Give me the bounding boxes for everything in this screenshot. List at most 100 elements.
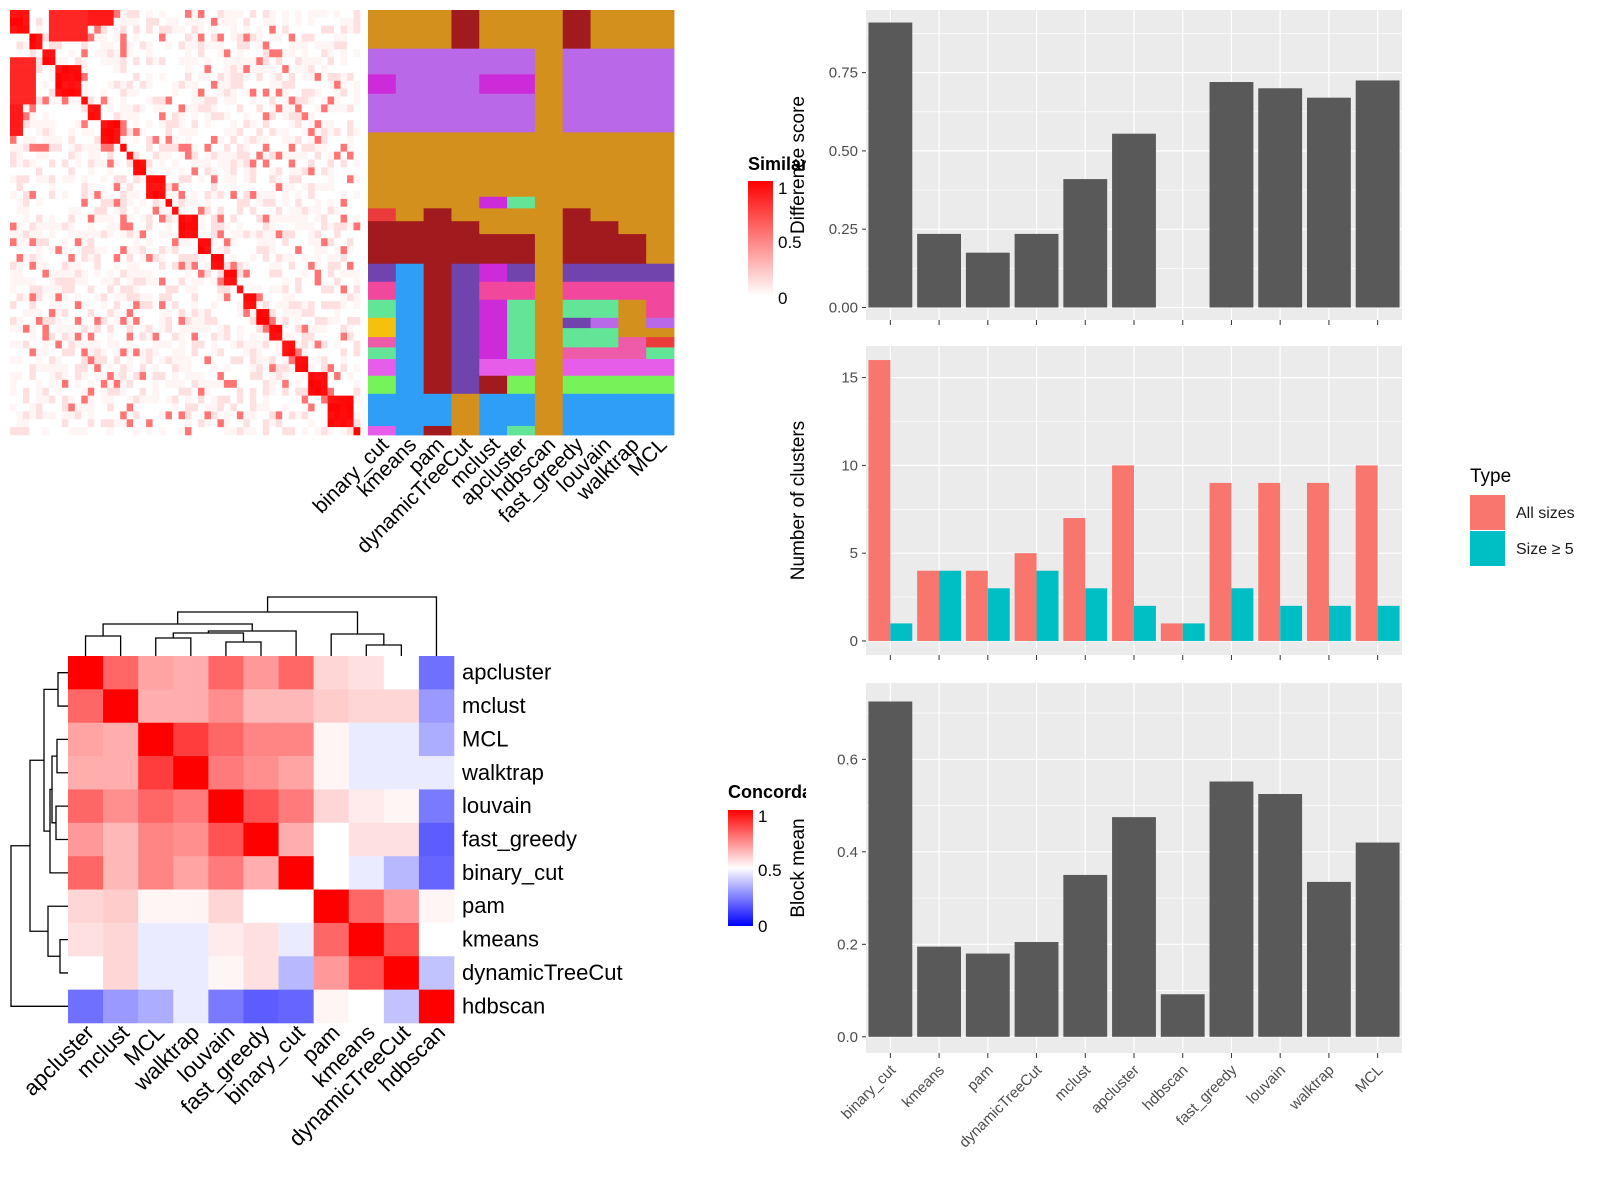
similarity-cell [249,427,257,436]
similarity-cell [301,395,309,404]
similarity-cell [314,379,322,389]
similarity-cell [295,10,302,19]
similarity-cell [87,419,95,428]
similarity-cell [262,222,270,231]
similarity-cell [217,128,225,137]
similarity-cell [334,348,341,357]
similarity-cell [185,120,192,129]
similarity-cell [165,128,173,137]
similarity-cell [87,427,95,436]
similarity-cell [22,167,30,176]
similarity-cell [10,104,17,113]
similarity-cell [275,33,283,42]
membership-cell [618,74,647,95]
membership-cell [646,93,675,133]
similarity-cell [340,411,348,420]
membership-cell [423,221,452,235]
similarity-cell [159,65,166,74]
similarity-cell [288,143,296,152]
similarity-cell [197,41,205,50]
similarity-cell [347,80,354,89]
similarity-cell [55,151,63,160]
similarity-cell [295,372,302,381]
similarity-cell [22,324,30,333]
similarity-cell [321,88,328,97]
similarity-cell [204,198,212,208]
similarity-cell [347,309,354,318]
similarity-cell [139,222,147,231]
similarity-cell [133,17,140,27]
similarity-cell [100,285,108,294]
similarity-cell [74,112,82,121]
similarity-cell [55,214,63,223]
similarity-cell [178,167,186,176]
similarity-cell [321,261,328,271]
similarity-cell [126,332,134,341]
similarity-cell [35,112,43,121]
similarity-cell [42,206,50,215]
similarity-cell [42,151,50,160]
similarity-cell [249,293,257,302]
membership-cell [618,263,647,283]
similarity-cell [133,128,140,137]
concordance-cell [243,656,279,690]
similarity-cell [61,214,69,223]
similarity-cell [10,206,17,215]
similarity-cell [210,285,218,294]
similarity-cell [68,285,76,294]
membership-cell [618,359,647,377]
similarity-cell [139,316,147,326]
similarity-cell [340,65,348,74]
similarity-cell [152,238,160,247]
similarity-cell [321,411,328,420]
similarity-cell [340,246,348,255]
similarity-cell [249,419,257,428]
concordance-cell [313,989,350,1024]
similarity-cell [22,238,30,247]
similarity-cell [249,348,257,357]
similarity-cell [223,175,231,184]
similarity-cell [269,104,277,113]
similarity-cell [35,261,43,271]
similarity-cell [347,372,354,381]
similarity-cell [243,167,251,176]
similarity-cell [217,80,225,89]
membership-cell [618,337,647,348]
similarity-cell [16,387,24,396]
similarity-cell [107,285,114,294]
similarity-cell [197,175,205,184]
similarity-cell [152,253,160,263]
similarity-cell [340,332,348,341]
similarity-cell [314,25,322,34]
similarity-cell [334,277,341,286]
similarity-cell [74,128,82,137]
similarity-cell [282,143,289,152]
similarity-cell [223,316,231,326]
similarity-cell [10,191,17,200]
similarity-cell [288,88,296,97]
similarity-cell [185,222,192,231]
similarity-cell [172,356,179,365]
similarity-cell [282,120,289,129]
similarity-cell [81,403,89,412]
similarity-cell [262,191,270,200]
similarity-cell [68,332,76,341]
membership-cell [534,328,564,338]
similarity-cell [165,427,173,436]
similarity-cell [197,143,205,152]
membership-cell [507,10,536,50]
similarity-cell [61,348,69,357]
similarity-cell [146,340,153,349]
similarity-cell [146,230,153,239]
similarity-cell [334,379,341,389]
similarity-cell [29,41,37,50]
similarity-cell [165,112,173,121]
similarity-cell [10,112,17,121]
similarity-cell [256,120,264,129]
similarity-cell [288,96,296,105]
similarity-cell [126,80,134,89]
similarity-cell [74,293,82,302]
similarity-cell [191,33,199,42]
similarity-cell [230,167,238,176]
similarity-cell [236,33,244,42]
